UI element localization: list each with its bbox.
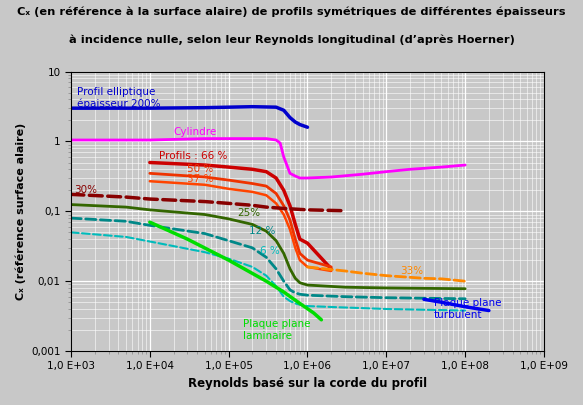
- Text: à incidence nulle, selon leur Reynolds longitudinal (d’après Hoerner): à incidence nulle, selon leur Reynolds l…: [69, 34, 514, 45]
- Text: Profil elliptique
épaisseur 200%: Profil elliptique épaisseur 200%: [77, 87, 161, 109]
- Text: 25%: 25%: [238, 208, 261, 218]
- Text: Plaque plane
laminaire: Plaque plane laminaire: [243, 319, 310, 341]
- Text: 6 %: 6 %: [260, 246, 280, 256]
- Text: Cylindre: Cylindre: [174, 128, 217, 137]
- Text: 12 %: 12 %: [249, 226, 275, 236]
- Text: 37 %: 37 %: [187, 174, 214, 184]
- Text: Cₓ (en référence à la surface alaire) de profils symétriques de différentes épai: Cₓ (en référence à la surface alaire) de…: [17, 6, 566, 17]
- Text: Profils : 66 %: Profils : 66 %: [159, 151, 227, 161]
- Text: Plaque plane
turbulent: Plaque plane turbulent: [434, 298, 501, 320]
- Text: 50 %: 50 %: [187, 164, 214, 174]
- Text: 33%: 33%: [400, 266, 423, 276]
- Text: 30%: 30%: [74, 185, 97, 194]
- Y-axis label: Cₓ (référence surface alaire): Cₓ (référence surface alaire): [15, 123, 26, 300]
- X-axis label: Reynolds basé sur la corde du profil: Reynolds basé sur la corde du profil: [188, 377, 427, 390]
